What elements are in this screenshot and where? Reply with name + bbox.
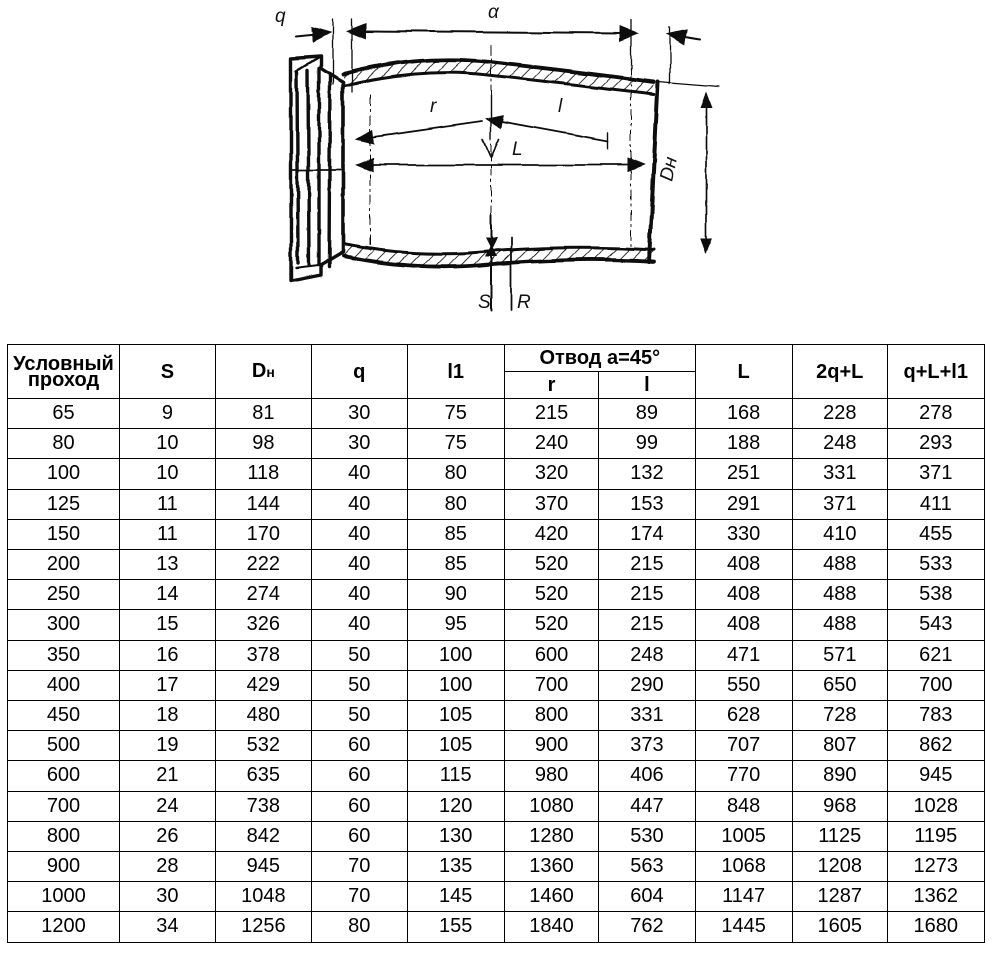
svg-text:L: L [512,139,523,160]
svg-text:l: l [558,96,563,117]
svg-text:Dн: Dн [656,154,682,183]
svg-text:r: r [430,96,437,117]
svg-text:S: S [478,292,491,313]
svg-text:R: R [517,292,531,313]
svg-text:α: α [488,2,500,23]
svg-text:q: q [275,6,286,27]
